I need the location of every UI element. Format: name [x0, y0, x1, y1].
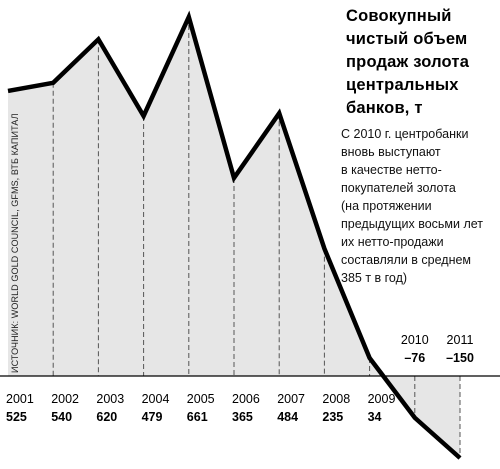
- year-label-2001: 2001: [6, 392, 34, 406]
- chart-title-line: банков, т: [346, 99, 423, 117]
- value-label-2004: 479: [142, 410, 163, 424]
- label-layer: 2001 525 2002 540 2003 620 2004 479 2005 661 2006 3…: [6, 333, 474, 424]
- chart-note-line: вновь выступают: [341, 145, 441, 159]
- value-label-2006: 365: [232, 410, 253, 424]
- chart-note-line: С 2010 г. центробанки: [341, 127, 469, 141]
- value-label-2008: 235: [322, 410, 343, 424]
- chart-title-line: продаж золота: [346, 53, 470, 71]
- value-label-2005: 661: [187, 410, 208, 424]
- chart-title-line: центральных: [346, 76, 459, 94]
- chart-note-line: их нетто-продажи: [341, 235, 444, 249]
- year-label-2010: 2010: [401, 333, 429, 347]
- source-caption: Источник: World Gold Council, GFMS, ВТБ …: [10, 113, 20, 373]
- value-label-2009: 34: [368, 410, 382, 424]
- year-label-2003: 2003: [96, 392, 124, 406]
- chart-note-line: составляли в среднем: [341, 253, 472, 267]
- value-label-2011: –150: [446, 351, 474, 365]
- chart-note-line: 385 т в год): [341, 271, 408, 285]
- chart-title-line: Совокупный: [346, 7, 452, 25]
- year-label-2009: 2009: [368, 392, 396, 406]
- chart-note-line: в качестве нетто-: [341, 163, 442, 177]
- line-layer: [7, 10, 462, 460]
- year-label-2005: 2005: [187, 392, 215, 406]
- chart-note-line: (на протяжении: [341, 199, 432, 213]
- value-label-2002: 540: [51, 410, 72, 424]
- year-label-2004: 2004: [142, 392, 170, 406]
- year-label-2007: 2007: [277, 392, 305, 406]
- value-label-2003: 620: [96, 410, 117, 424]
- chart-note-line: предыдущих восьми лет: [341, 217, 484, 231]
- value-label-2001: 525: [6, 410, 27, 424]
- value-label-2010: –76: [404, 351, 425, 365]
- chart-title-line: чистый объем: [346, 30, 468, 48]
- year-label-2011: 2011: [447, 333, 474, 347]
- guide-layer: [52, 17, 461, 458]
- chart-note-line: покупателей золота: [341, 181, 456, 195]
- year-label-2006: 2006: [232, 392, 260, 406]
- chart-title: Совокупный чистый объем продаж золота це…: [346, 5, 496, 120]
- chart-note: С 2010 г. центробанки вновь выступают в …: [341, 125, 499, 287]
- value-label-2007: 484: [277, 410, 298, 424]
- year-label-2002: 2002: [51, 392, 79, 406]
- year-label-2008: 2008: [322, 392, 350, 406]
